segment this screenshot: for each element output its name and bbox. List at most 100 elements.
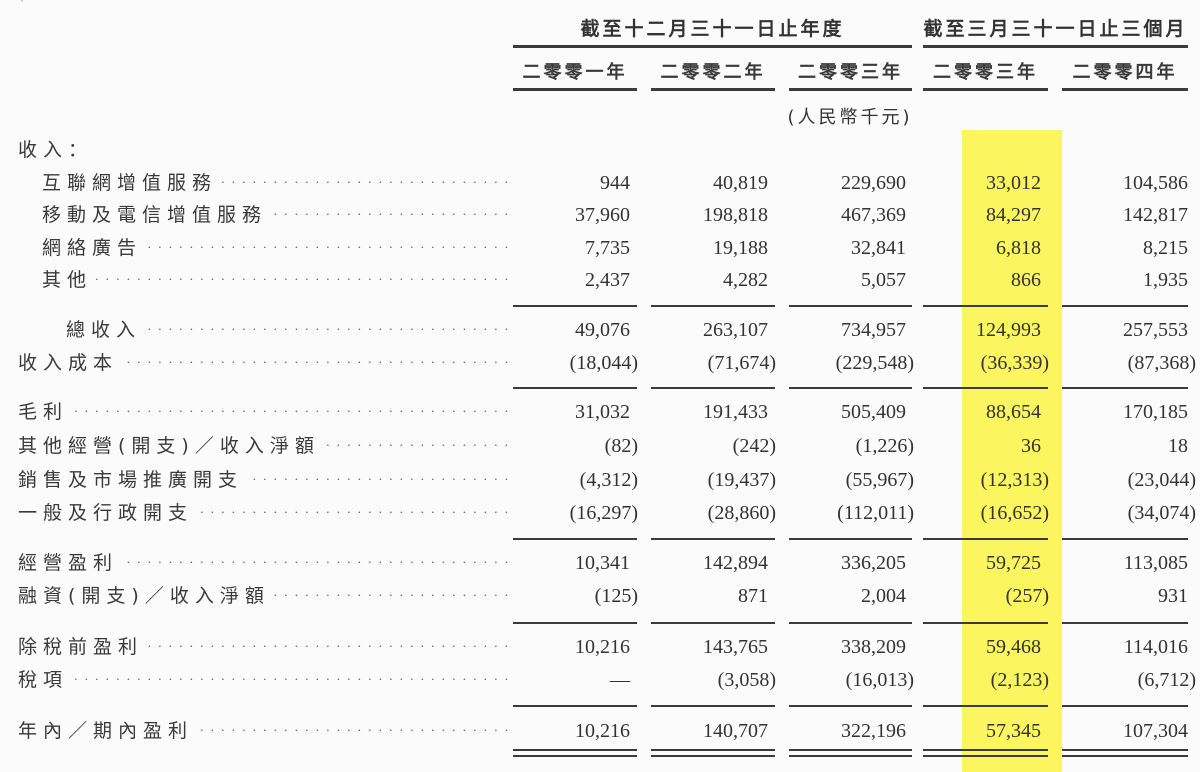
cell-value: 88,654 — [986, 401, 1041, 423]
column-rule — [513, 88, 637, 91]
total-double-rule — [651, 755, 775, 757]
cell-value: 866 — [1011, 269, 1041, 291]
cell-value: (36,339) — [980, 352, 1049, 374]
subtotal-rule — [923, 305, 1048, 307]
subtotal-rule — [513, 538, 637, 540]
subtotal-rule — [789, 387, 912, 389]
dot-leader — [197, 716, 510, 746]
cropped-text-fragment: · — [20, 0, 24, 8]
cell-value: 31,032 — [575, 401, 630, 423]
cell-value: 322,196 — [841, 720, 906, 742]
total-double-rule — [1062, 755, 1188, 757]
cell-value: 113,085 — [1123, 552, 1188, 574]
cell-value: 229,690 — [841, 172, 906, 194]
row-label: 融資(開支)／收入淨額 — [18, 585, 270, 607]
cell-value: 7,735 — [585, 237, 630, 259]
cell-value: (55,967) — [845, 469, 914, 491]
cell-value: 140,707 — [703, 720, 768, 742]
cell-value: 18 — [1168, 435, 1188, 457]
cell-value: 33,012 — [986, 172, 1041, 194]
subtotal-rule — [651, 705, 775, 707]
table-row: 網絡廣告 7,735 19,188 32,841 6,818 8,215 — [0, 233, 1200, 263]
cell-value: 142,817 — [1123, 204, 1188, 226]
dot-leader — [96, 265, 510, 295]
cell-value: (71,674) — [707, 352, 776, 374]
table-row: 融資(開支)／收入淨額 (125) 871 2,004 (257) 931 — [0, 581, 1200, 611]
row-label: 總收入 — [66, 319, 142, 341]
period-rule-quarter — [923, 45, 1188, 48]
row-label: 互聯網增值服務 — [42, 172, 218, 194]
row-label: 年內／期內盈利 — [18, 720, 194, 742]
table-row: 總收入 49,076 263,107 734,957 124,993 257,553 — [0, 315, 1200, 345]
cell-value: (12,313) — [980, 469, 1049, 491]
highlighted-column — [962, 130, 1062, 772]
period-header-annual: 截至十二月三十一日止年度 — [580, 18, 845, 40]
cell-value: 336,205 — [841, 552, 906, 574]
cell-value: 32,841 — [851, 237, 906, 259]
table-row: 年內／期內盈利 10,216 140,707 322,196 57,345 107,304 — [0, 716, 1200, 746]
table-row: 其他 2,437 4,282 5,057 866 1,935 — [0, 265, 1200, 295]
table-row: 經營盈利 10,341 142,894 336,205 59,725 113,085 — [0, 548, 1200, 578]
cell-value: 36 — [1021, 435, 1041, 457]
total-double-rule — [513, 749, 637, 751]
subtotal-rule — [789, 622, 912, 624]
row-label: 銷售及市場推廣開支 — [18, 469, 244, 491]
table-row: 除稅前盈利 10,216 143,765 338,209 59,468 114,016 — [0, 632, 1200, 662]
subtotal-rule — [789, 705, 912, 707]
cell-value: 931 — [1158, 585, 1188, 607]
cell-value: 170,185 — [1123, 401, 1188, 423]
column-rule — [923, 88, 1048, 91]
cell-value: (229,548) — [835, 352, 914, 374]
cell-value: (16,013) — [845, 669, 914, 691]
cell-value: 37,960 — [575, 204, 630, 226]
cell-value: (87,368) — [1127, 352, 1196, 374]
cell-value: 505,409 — [841, 401, 906, 423]
row-label: 其他經營(開支)／收入淨額 — [18, 435, 320, 457]
subtotal-rule — [1062, 538, 1188, 540]
subtotal-rule — [923, 387, 1048, 389]
cell-value: (242) — [732, 435, 776, 457]
cell-value: 10,216 — [575, 636, 630, 658]
cell-value: 871 — [738, 585, 768, 607]
cell-value: 114,016 — [1123, 636, 1188, 658]
cell-value: 40,819 — [713, 172, 768, 194]
subtotal-rule — [651, 387, 775, 389]
cell-value: 2,004 — [861, 585, 906, 607]
cell-value: (16,297) — [569, 502, 638, 524]
dot-leader — [247, 465, 510, 495]
subtotal-rule — [1062, 305, 1188, 307]
subtotal-rule — [651, 305, 775, 307]
table-row: 銷售及市場推廣開支 (4,312) (19,437) (55,967) (12,313)… — [0, 465, 1200, 495]
table-row: 收入成本 (18,044) (71,674) (229,548) (36,339) (87… — [0, 348, 1200, 378]
cell-value: (28,860) — [707, 502, 776, 524]
cell-value: 734,957 — [841, 319, 906, 341]
dot-leader — [274, 581, 510, 611]
cell-value: 6,818 — [996, 237, 1041, 259]
subtotal-rule — [923, 705, 1048, 707]
table-row: 毛利 31,032 191,433 505,409 88,654 170,185 — [0, 397, 1200, 427]
cell-value: 5,057 — [861, 269, 906, 291]
cell-value: 338,209 — [841, 636, 906, 658]
dot-leader — [72, 397, 510, 427]
table-row: 一般及行政開支 (16,297) (28,860) (112,011) (16,652)… — [0, 498, 1200, 528]
column-header-2001: 二零零一年 — [522, 62, 628, 83]
subtotal-rule — [651, 538, 775, 540]
total-double-rule — [1062, 749, 1188, 751]
cell-value: 104,586 — [1123, 172, 1188, 194]
column-rule — [789, 88, 912, 91]
dot-leader — [122, 548, 510, 578]
subtotal-rule — [789, 538, 912, 540]
total-double-rule — [789, 749, 912, 751]
currency-unit-label: (人民幣千元) — [787, 107, 913, 128]
cell-value: — — [610, 669, 630, 691]
subtotal-rule — [789, 305, 912, 307]
row-label: 網絡廣告 — [42, 237, 143, 259]
cell-value: 1,935 — [1143, 269, 1188, 291]
subtotal-rule — [651, 622, 775, 624]
subtotal-rule — [513, 305, 637, 307]
cell-value: 57,345 — [986, 720, 1041, 742]
row-label: 其他 — [42, 269, 93, 291]
dot-leader — [72, 665, 510, 695]
cell-value: 19,188 — [713, 237, 768, 259]
cell-value: (23,044) — [1127, 469, 1196, 491]
